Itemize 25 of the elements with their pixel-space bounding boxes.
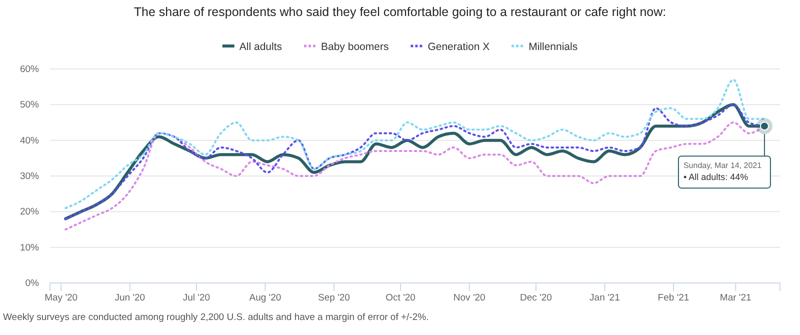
x-tick-label: Aug '20 xyxy=(249,292,282,304)
annotation: Sunday, Mar 14, 2021 • All adults: 44% xyxy=(683,161,762,182)
legend-label: Millennials xyxy=(528,41,578,53)
x-tick-label: Sep '20 xyxy=(318,292,350,304)
y-tick-label: 60% xyxy=(20,64,40,76)
x-tick-label: May '20 xyxy=(44,292,78,304)
y-tick-label: 50% xyxy=(20,100,40,111)
y-tick-label: 40% xyxy=(20,135,40,146)
y-tick-label: 30% xyxy=(20,171,40,182)
y-tick-label: 0% xyxy=(25,278,40,290)
x-tick-label: Dec '20 xyxy=(520,292,552,304)
legend-label: Generation X xyxy=(428,41,490,53)
legend-label: Baby boomers xyxy=(321,41,389,53)
chart-title: The share of respondents who said they feel comfortable going to a restaurant or cafe right now: xyxy=(134,5,666,19)
y-tick-label: 20% xyxy=(20,206,40,218)
x-tick-label: Mar '21 xyxy=(720,292,752,304)
x-tick-label: Jan '21 xyxy=(590,292,620,304)
x-tick-label: Feb '21 xyxy=(658,292,690,304)
text: Weekly surveys are conducted among roughly 2,200 U.S. adults and have a margin of error of +/-2%. xyxy=(3,312,429,323)
x-tick-label: Jun '20 xyxy=(114,292,146,304)
x-tick-label: Nov '20 xyxy=(453,292,486,304)
legend-label: All adults xyxy=(239,41,282,53)
x-tick-label: Oct '20 xyxy=(386,292,416,304)
x-tick-label: Jul '20 xyxy=(182,292,210,304)
y-tick-label: 10% xyxy=(20,242,40,254)
